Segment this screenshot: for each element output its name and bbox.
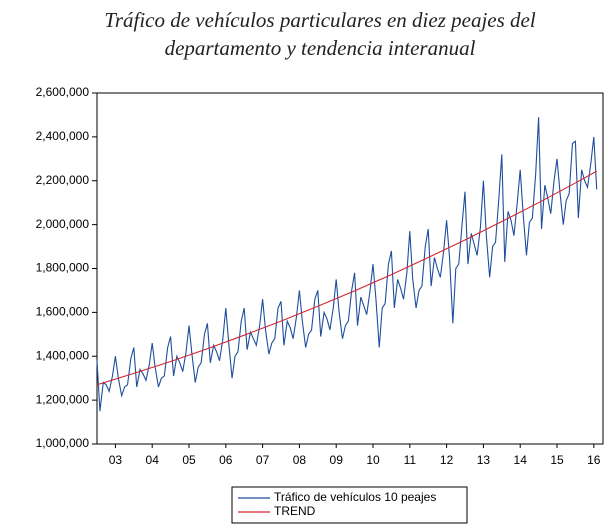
x-tick-label: 03 [109, 453, 123, 467]
x-tick-label: 15 [550, 453, 564, 467]
y-tick-label: 1,400,000 [36, 348, 90, 362]
y-tick-label: 2,200,000 [36, 173, 90, 187]
series-line [96, 170, 598, 386]
y-tick-label: 1,000,000 [36, 436, 90, 450]
x-tick-label: 16 [587, 453, 601, 467]
chart-title: departamento y tendencia interanual [165, 36, 476, 60]
x-tick-label: 12 [440, 453, 454, 467]
x-tick-label: 05 [182, 453, 196, 467]
x-tick-label: 07 [256, 453, 270, 467]
legend-box [231, 486, 468, 524]
y-tick-label: 1,600,000 [36, 305, 90, 319]
x-tick-label: 06 [219, 453, 233, 467]
x-tick-label: 10 [366, 453, 380, 467]
chart-title: Tráfico de vehículos particulares en die… [104, 8, 536, 32]
x-tick-label: 08 [293, 453, 307, 467]
legend-label: TREND [274, 504, 316, 518]
y-tick-label: 2,400,000 [36, 129, 90, 143]
x-tick-label: 13 [477, 453, 491, 467]
x-tick-label: 09 [330, 453, 344, 467]
y-tick-label: 2,600,000 [36, 85, 90, 99]
x-tick-label: 04 [146, 453, 160, 467]
x-tick-label: 14 [514, 453, 528, 467]
legend-label: Tráfico de vehículos 10 peajes [274, 490, 436, 504]
series-line [96, 117, 598, 412]
y-tick-label: 1,200,000 [36, 392, 90, 406]
y-tick-label: 1,800,000 [36, 261, 90, 275]
y-tick-label: 2,000,000 [36, 217, 90, 231]
plot-frame [96, 92, 604, 445]
x-tick-label: 11 [404, 453, 417, 467]
